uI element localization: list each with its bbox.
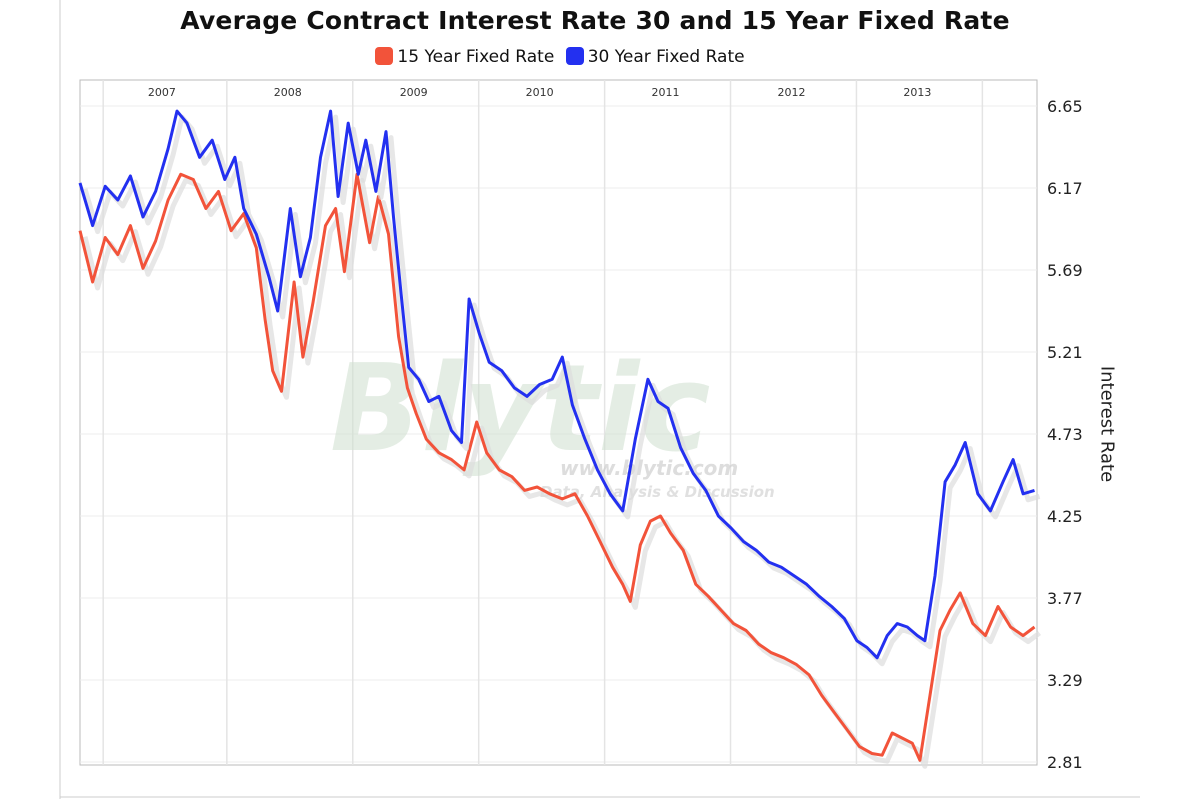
x-tick-label: 2010: [526, 86, 554, 99]
legend: 15 Year Fixed Rate 30 Year Fixed Rate: [0, 47, 1120, 67]
y-tick-label: 5.21: [1047, 343, 1083, 362]
legend-label-15yr: 15 Year Fixed Rate: [397, 47, 555, 67]
legend-label-30yr: 30 Year Fixed Rate: [587, 47, 745, 67]
y-tick-label: 3.77: [1047, 589, 1083, 608]
y-tick-label: 5.69: [1047, 261, 1083, 280]
legend-swatch-30yr: [565, 47, 584, 65]
watermark-tagline: Data, Analysis & Discussion: [540, 483, 775, 501]
x-tick-label: 2011: [652, 86, 680, 99]
y-tick-label: 6.65: [1047, 97, 1083, 116]
x-tick-label: 2008: [274, 86, 302, 99]
y-tick-label: 2.81: [1047, 753, 1083, 772]
watermark-url: www.blytic.com: [560, 456, 738, 480]
y-tick-label: 4.25: [1047, 507, 1083, 526]
legend-item-15yr[interactable]: 15 Year Fixed Rate: [375, 47, 554, 67]
series-30yr-line: [78, 109, 1035, 660]
series-30yr-shadow: [82, 114, 1041, 667]
legend-swatch-15yr: [375, 47, 394, 65]
legend-item-30yr[interactable]: 30 Year Fixed Rate: [565, 47, 745, 67]
x-tick-label: 2007: [148, 86, 176, 99]
series-15yr-line: [78, 172, 1036, 762]
x-tick-label: 2009: [400, 86, 428, 99]
y-tick-label: 3.29: [1047, 671, 1083, 690]
y-tick-label: 4.73: [1047, 425, 1083, 444]
chart-title: Average Contract Interest Rate 30 and 15…: [180, 6, 1010, 35]
x-tick-label: 2012: [777, 86, 805, 99]
x-tick-label: 2013: [903, 86, 931, 99]
y-tick-label: 6.17: [1047, 179, 1083, 198]
plot-area: [79, 79, 1038, 766]
